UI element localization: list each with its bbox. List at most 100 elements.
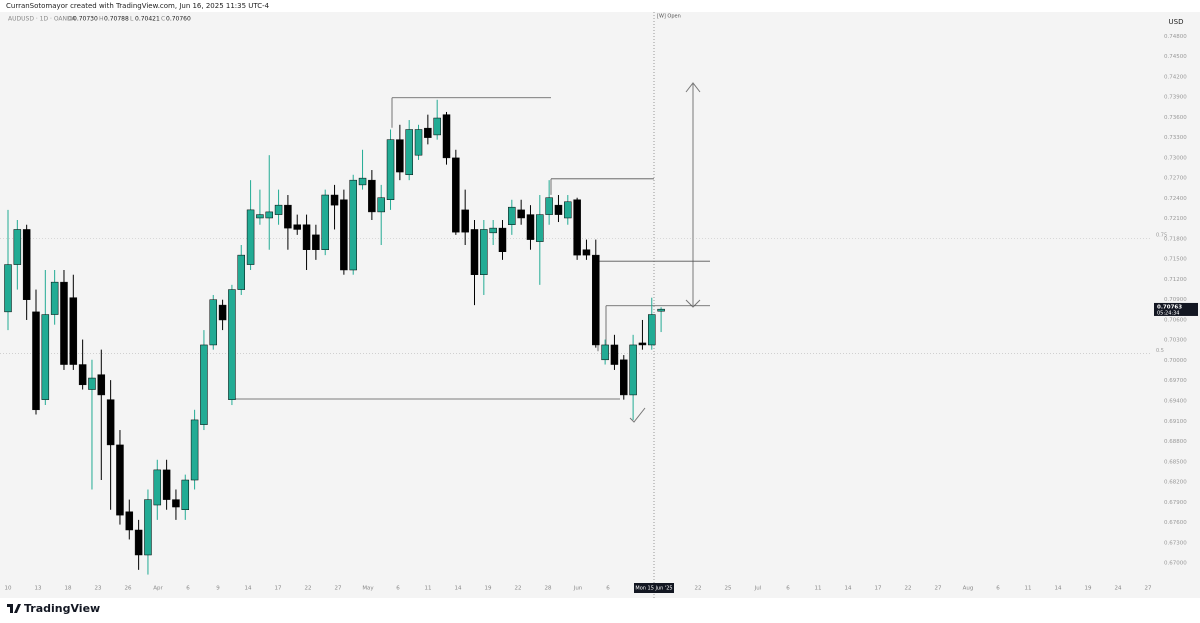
candle-body: [4, 264, 12, 313]
x-tick-label: 11: [1025, 586, 1032, 592]
price-tag: [1154, 302, 1198, 316]
candle-body: [22, 229, 31, 300]
y-tick-label: 0.67300: [1164, 540, 1187, 546]
ohlc-name: C: [161, 16, 165, 23]
candle-body: [536, 214, 544, 242]
x-tick-label: 19: [1085, 586, 1092, 592]
y-tick-label: 0.74200: [1164, 74, 1187, 80]
candle-body: [452, 157, 460, 233]
last-price: 0.70763: [1157, 304, 1182, 310]
x-tick-label: Jul: [754, 586, 762, 592]
y-tick-label: 0.73000: [1164, 155, 1187, 161]
candle-body: [349, 179, 357, 271]
x-tick-label: Aug: [963, 586, 974, 592]
y-tick-label: 0.74500: [1164, 54, 1187, 60]
candle-body: [293, 224, 301, 230]
x-tick-label: 10: [5, 586, 12, 592]
y-tick-label: 0.72100: [1164, 216, 1187, 222]
y-tick-label: 0.68200: [1164, 480, 1187, 486]
candle-body: [153, 469, 162, 506]
candle-body: [582, 249, 591, 256]
countdown: 05:24:34: [1157, 310, 1179, 316]
candle-body: [190, 419, 199, 481]
candle-body: [414, 129, 423, 156]
candle-body: [50, 281, 59, 315]
credit: CurranSotomayor created with TradingView…: [6, 2, 270, 10]
x-tick-label: 18: [65, 586, 72, 592]
y-tick-label: 0.71500: [1164, 257, 1187, 263]
check-mark: [629, 407, 646, 423]
candle-body: [368, 179, 376, 213]
candle-body: [125, 511, 134, 531]
candle-body: [564, 201, 572, 219]
x-tick-label: Jun: [573, 586, 583, 592]
candle-body: [274, 204, 283, 215]
candle-body: [78, 364, 87, 386]
candle-body: [508, 206, 516, 225]
x-tick-label: 27: [335, 586, 342, 592]
arrows: [629, 12, 701, 598]
x-tick-label: 17: [275, 586, 282, 592]
y-tick-label: 0.74800: [1164, 34, 1187, 40]
x-tick-label: 26: [125, 586, 132, 592]
ohlc-value: 0.70788: [104, 16, 129, 23]
candle-body: [620, 359, 628, 396]
candle-body: [265, 211, 273, 219]
ohlc-value: 0.70760: [166, 16, 191, 23]
y-tick-label: 0.73600: [1164, 115, 1187, 121]
candle-body: [610, 344, 619, 365]
y-tick-label: 0.73300: [1164, 135, 1187, 141]
x-tick-label: 19: [485, 586, 492, 592]
candle-body: [545, 197, 553, 215]
candle-body: [386, 139, 395, 200]
candle-body: [60, 281, 68, 365]
y-tick-label: 0.67000: [1164, 561, 1187, 567]
candle-body: [218, 304, 227, 321]
x-tick-label: 24: [1115, 586, 1122, 592]
candle-body: [41, 314, 50, 400]
plot: 0.67000 0.67300 0.67600 0.67900 0.68200 0.685…: [0, 14, 1198, 593]
x-tick-label: 28: [545, 586, 552, 592]
candle-body: [330, 194, 339, 206]
symbol: AUDUSD · 1D · OANDA: [8, 16, 77, 23]
candle-body: [69, 297, 78, 365]
candle-body: [480, 229, 488, 275]
candle-body: [312, 234, 320, 250]
candle-body: [106, 399, 115, 446]
x-tick-label: May: [362, 586, 374, 592]
candle-body: [517, 209, 525, 219]
candle-body: [554, 204, 563, 215]
x-tick-label: 14: [1055, 586, 1062, 592]
candle-body: [396, 139, 404, 173]
y-tick-label: 0.70000: [1164, 358, 1187, 364]
x-tick-label: 6: [996, 586, 1000, 592]
candle-body: [13, 229, 22, 265]
candle-body: [284, 204, 292, 229]
x-tick-label: 9: [216, 586, 220, 592]
candle-body: [573, 199, 581, 256]
candle-body: [442, 114, 451, 159]
x-tick-label: 25: [725, 586, 732, 592]
y-tick-label: 0.70900: [1164, 297, 1187, 303]
y-tick-label: 0.67900: [1164, 500, 1187, 506]
candle-body: [592, 254, 600, 346]
ohlc-legend: O 0.70730 H 0.70788 L 0.70421 C 0.70760: [68, 16, 191, 23]
y-tick-label: 0.71800: [1164, 236, 1187, 242]
candle-body: [424, 127, 432, 138]
candle-body: [340, 199, 348, 271]
candle-body: [181, 479, 190, 510]
current-date-box: [634, 583, 674, 593]
fib-label: 0.5: [1156, 348, 1164, 354]
candle-body: [433, 117, 441, 136]
logo: TradingView: [7, 602, 100, 615]
x-tick-label: 13: [35, 586, 42, 592]
x-tick-label: 14: [245, 586, 252, 592]
ohlc-name: O: [68, 16, 73, 23]
candle-body: [134, 529, 143, 556]
x-tick-label: 6: [606, 586, 610, 592]
candle-body: [172, 499, 180, 508]
candle-body: [601, 344, 609, 361]
y-tick-label: 0.69100: [1164, 419, 1187, 425]
brand: TradingView: [24, 602, 100, 615]
